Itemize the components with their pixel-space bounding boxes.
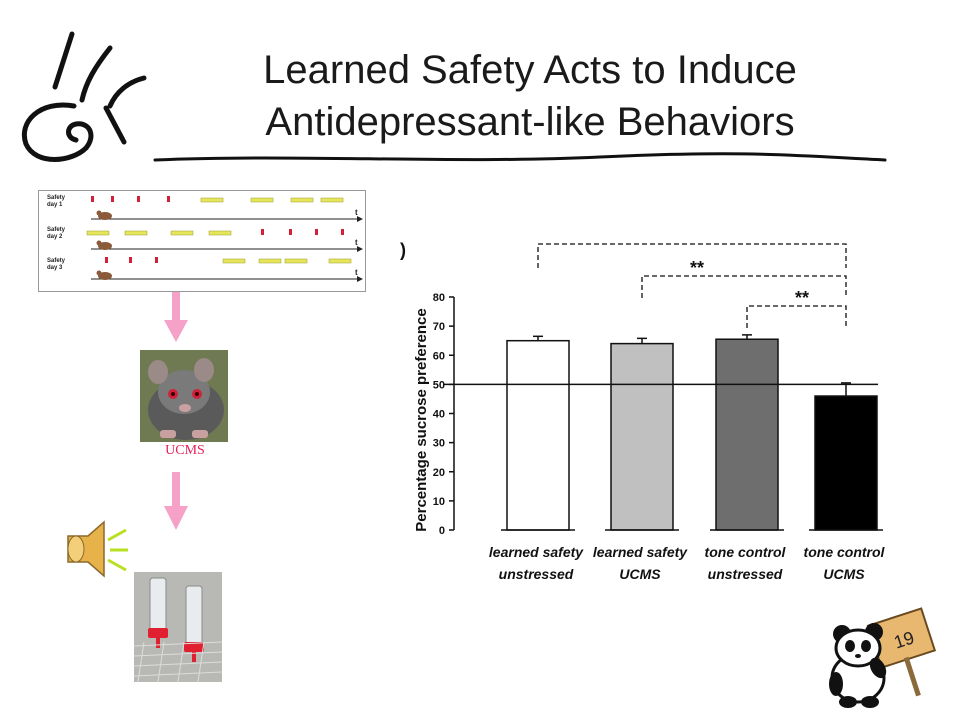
arrow-down-icon bbox=[164, 292, 188, 342]
panda-mascot-icon: 19 bbox=[829, 607, 937, 708]
chart-y-tick-label: 60 bbox=[433, 350, 445, 362]
timeline-day1 bbox=[91, 196, 363, 222]
chart-significance-bracket bbox=[537, 243, 847, 268]
chart-y-tick-label: 70 bbox=[433, 321, 445, 333]
timeline-day2 bbox=[86, 229, 363, 252]
slide-title-line1: Learned Safety Acts to Induce bbox=[263, 48, 797, 92]
chart-plot-area: 0 10 20 30 40 50 60 70 80 learned safety unstresse… bbox=[433, 243, 886, 582]
chart-y-tick-label: 30 bbox=[433, 438, 445, 450]
chart-category-label-line2: UCMS bbox=[823, 566, 865, 582]
timeline-axis-t-day2: t bbox=[355, 238, 358, 247]
chart-y-tick-label: 0 bbox=[439, 525, 445, 537]
chart-bar bbox=[506, 339, 570, 531]
chart-y-tick-label: 80 bbox=[433, 292, 445, 304]
timeline-row-label-day2: Safety day 2 bbox=[47, 227, 66, 240]
title-underline bbox=[153, 152, 887, 162]
chart-significance-bracket bbox=[641, 275, 847, 298]
chart-category-label-line1: tone control bbox=[804, 544, 886, 560]
safety-timeline-panel: Safety day 1 Safety day 2 Safety day 3 t bbox=[38, 190, 366, 292]
chart-bar bbox=[610, 342, 674, 531]
chart-category-label-line2: unstressed bbox=[708, 566, 783, 582]
ucms-label: UCMS bbox=[165, 443, 205, 458]
chart-category-label-line2: unstressed bbox=[499, 566, 574, 582]
chart-category-label-line1: learned safety bbox=[489, 544, 584, 560]
slide-title-line2: Antidepressant-like Behaviors bbox=[265, 100, 795, 144]
water-bottles-photo bbox=[134, 572, 222, 682]
chart-y-tick-label: 50 bbox=[433, 379, 445, 391]
chart-significance-label: ** bbox=[795, 288, 809, 308]
slide-title: Learned Safety Acts to Induce Antidepres… bbox=[170, 44, 890, 148]
timeline-graphic: t t bbox=[86, 196, 363, 282]
chart-category-label-line1: tone control bbox=[705, 544, 787, 560]
timeline-axis-t-day3: t bbox=[355, 268, 358, 277]
timeline-day3 bbox=[91, 257, 363, 282]
chart-y-tick-label: 40 bbox=[433, 409, 445, 421]
timeline-axis-t-day1: t bbox=[355, 208, 358, 217]
chart-category-label-line2: UCMS bbox=[619, 566, 661, 582]
chart-ylabel: Percentage sucrose preference bbox=[413, 308, 430, 531]
rat-photo bbox=[140, 350, 228, 442]
chart-significance-label: ** bbox=[690, 258, 704, 278]
hand-drawn-logo-icon bbox=[21, 31, 147, 162]
chart-category-label-line1: learned safety bbox=[593, 544, 688, 560]
arrow-down-icon bbox=[164, 472, 188, 530]
chart-bar bbox=[814, 395, 878, 531]
panel-letter: ) bbox=[400, 240, 406, 260]
speaker-icon bbox=[67, 520, 128, 578]
sucrose-preference-bar-chart: ) Percentage sucrose preference 0 10 20 30 4… bbox=[400, 240, 886, 582]
chart-significance-bracket bbox=[746, 305, 847, 328]
chart-y-tick-label: 20 bbox=[433, 467, 445, 479]
chart-bar bbox=[715, 338, 779, 531]
timeline-row-label-day3: Safety day 3 bbox=[47, 258, 66, 271]
timeline-row-label-day1: Safety day 1 bbox=[47, 195, 66, 208]
chart-y-tick-label: 10 bbox=[433, 496, 445, 508]
